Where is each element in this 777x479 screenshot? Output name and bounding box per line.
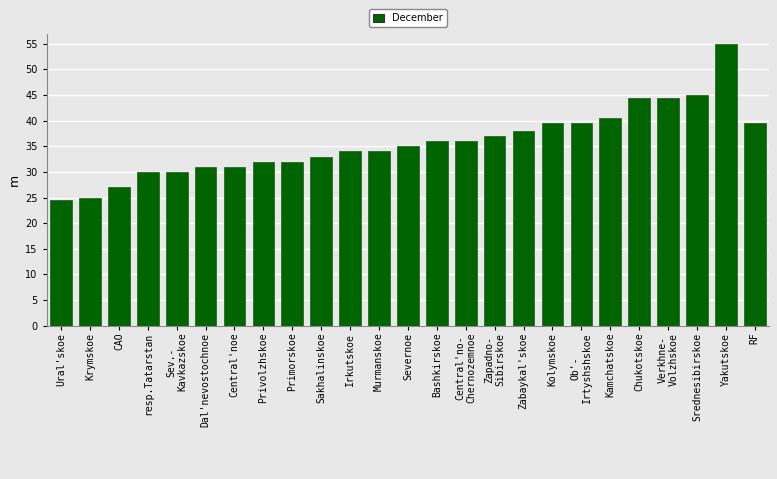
Bar bbox=[455, 141, 476, 326]
Bar bbox=[484, 136, 506, 326]
Bar bbox=[310, 157, 332, 326]
Bar bbox=[108, 187, 130, 326]
Legend: December: December bbox=[369, 9, 447, 27]
Bar bbox=[368, 151, 390, 326]
Bar bbox=[397, 146, 419, 326]
Bar bbox=[253, 162, 274, 326]
Bar bbox=[599, 118, 621, 326]
Bar bbox=[513, 131, 535, 326]
Y-axis label: m: m bbox=[8, 173, 21, 186]
Bar bbox=[166, 172, 187, 326]
Bar bbox=[137, 172, 159, 326]
Bar bbox=[629, 98, 650, 326]
Bar bbox=[79, 197, 101, 326]
Bar bbox=[570, 123, 592, 326]
Bar bbox=[426, 141, 448, 326]
Bar bbox=[657, 98, 679, 326]
Bar bbox=[224, 167, 246, 326]
Bar bbox=[281, 162, 303, 326]
Bar bbox=[340, 151, 361, 326]
Bar bbox=[715, 44, 737, 326]
Bar bbox=[195, 167, 217, 326]
Bar bbox=[51, 200, 72, 326]
Bar bbox=[744, 123, 765, 326]
Bar bbox=[542, 123, 563, 326]
Bar bbox=[686, 95, 708, 326]
